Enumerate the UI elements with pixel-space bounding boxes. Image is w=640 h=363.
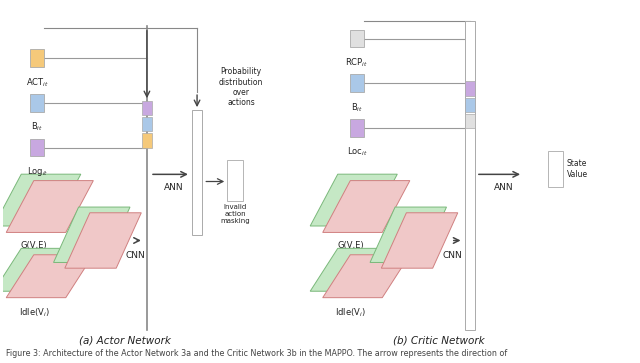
- Bar: [465, 114, 475, 128]
- Polygon shape: [323, 181, 410, 232]
- Text: ANN: ANN: [163, 183, 183, 192]
- Bar: [142, 101, 152, 115]
- Bar: [465, 81, 475, 96]
- Bar: [142, 117, 152, 131]
- Bar: [350, 30, 364, 48]
- Bar: [227, 160, 243, 201]
- Polygon shape: [370, 207, 447, 262]
- Polygon shape: [0, 248, 81, 291]
- Text: B$_{it}$: B$_{it}$: [31, 121, 44, 133]
- Text: B$_{it}$: B$_{it}$: [351, 101, 363, 114]
- Polygon shape: [54, 207, 130, 262]
- Bar: [192, 110, 202, 235]
- Text: State
Value: State Value: [567, 159, 588, 179]
- Text: Idle(V$_i$): Idle(V$_i$): [335, 307, 366, 319]
- Bar: [30, 49, 44, 67]
- Text: ACT$_{it}$: ACT$_{it}$: [26, 76, 49, 89]
- Text: Loc$_{it}$: Loc$_{it}$: [347, 146, 367, 158]
- Bar: [142, 133, 152, 147]
- Text: Log$_{it}$: Log$_{it}$: [27, 166, 48, 179]
- Polygon shape: [6, 181, 93, 232]
- Polygon shape: [6, 255, 93, 298]
- Bar: [548, 151, 563, 187]
- Text: CNN: CNN: [126, 251, 145, 260]
- Text: (a) Actor Network: (a) Actor Network: [79, 336, 171, 346]
- Bar: [465, 21, 475, 330]
- Text: Probability
distribution
over
actions: Probability distribution over actions: [219, 67, 263, 107]
- Text: Idle(V$_i$): Idle(V$_i$): [19, 307, 49, 319]
- Text: CNN: CNN: [442, 251, 462, 260]
- Text: Figure 3: Architecture of the Actor Network 3a and the Critic Network 3b in the : Figure 3: Architecture of the Actor Netw…: [6, 350, 507, 358]
- Polygon shape: [310, 174, 397, 226]
- Text: RCP$_{it}$: RCP$_{it}$: [346, 56, 369, 69]
- Polygon shape: [381, 213, 458, 268]
- Polygon shape: [323, 255, 410, 298]
- Polygon shape: [310, 248, 397, 291]
- Bar: [30, 139, 44, 156]
- Bar: [465, 98, 475, 112]
- Text: (b) Critic Network: (b) Critic Network: [392, 336, 484, 346]
- Bar: [350, 119, 364, 137]
- Bar: [350, 74, 364, 92]
- Polygon shape: [0, 174, 81, 226]
- Text: G(V,E): G(V,E): [337, 241, 364, 250]
- Bar: [30, 94, 44, 112]
- Text: ANN: ANN: [494, 183, 514, 192]
- Polygon shape: [65, 213, 141, 268]
- Text: G(V,E): G(V,E): [21, 241, 47, 250]
- Text: Invalid
action
masking: Invalid action masking: [220, 204, 250, 224]
